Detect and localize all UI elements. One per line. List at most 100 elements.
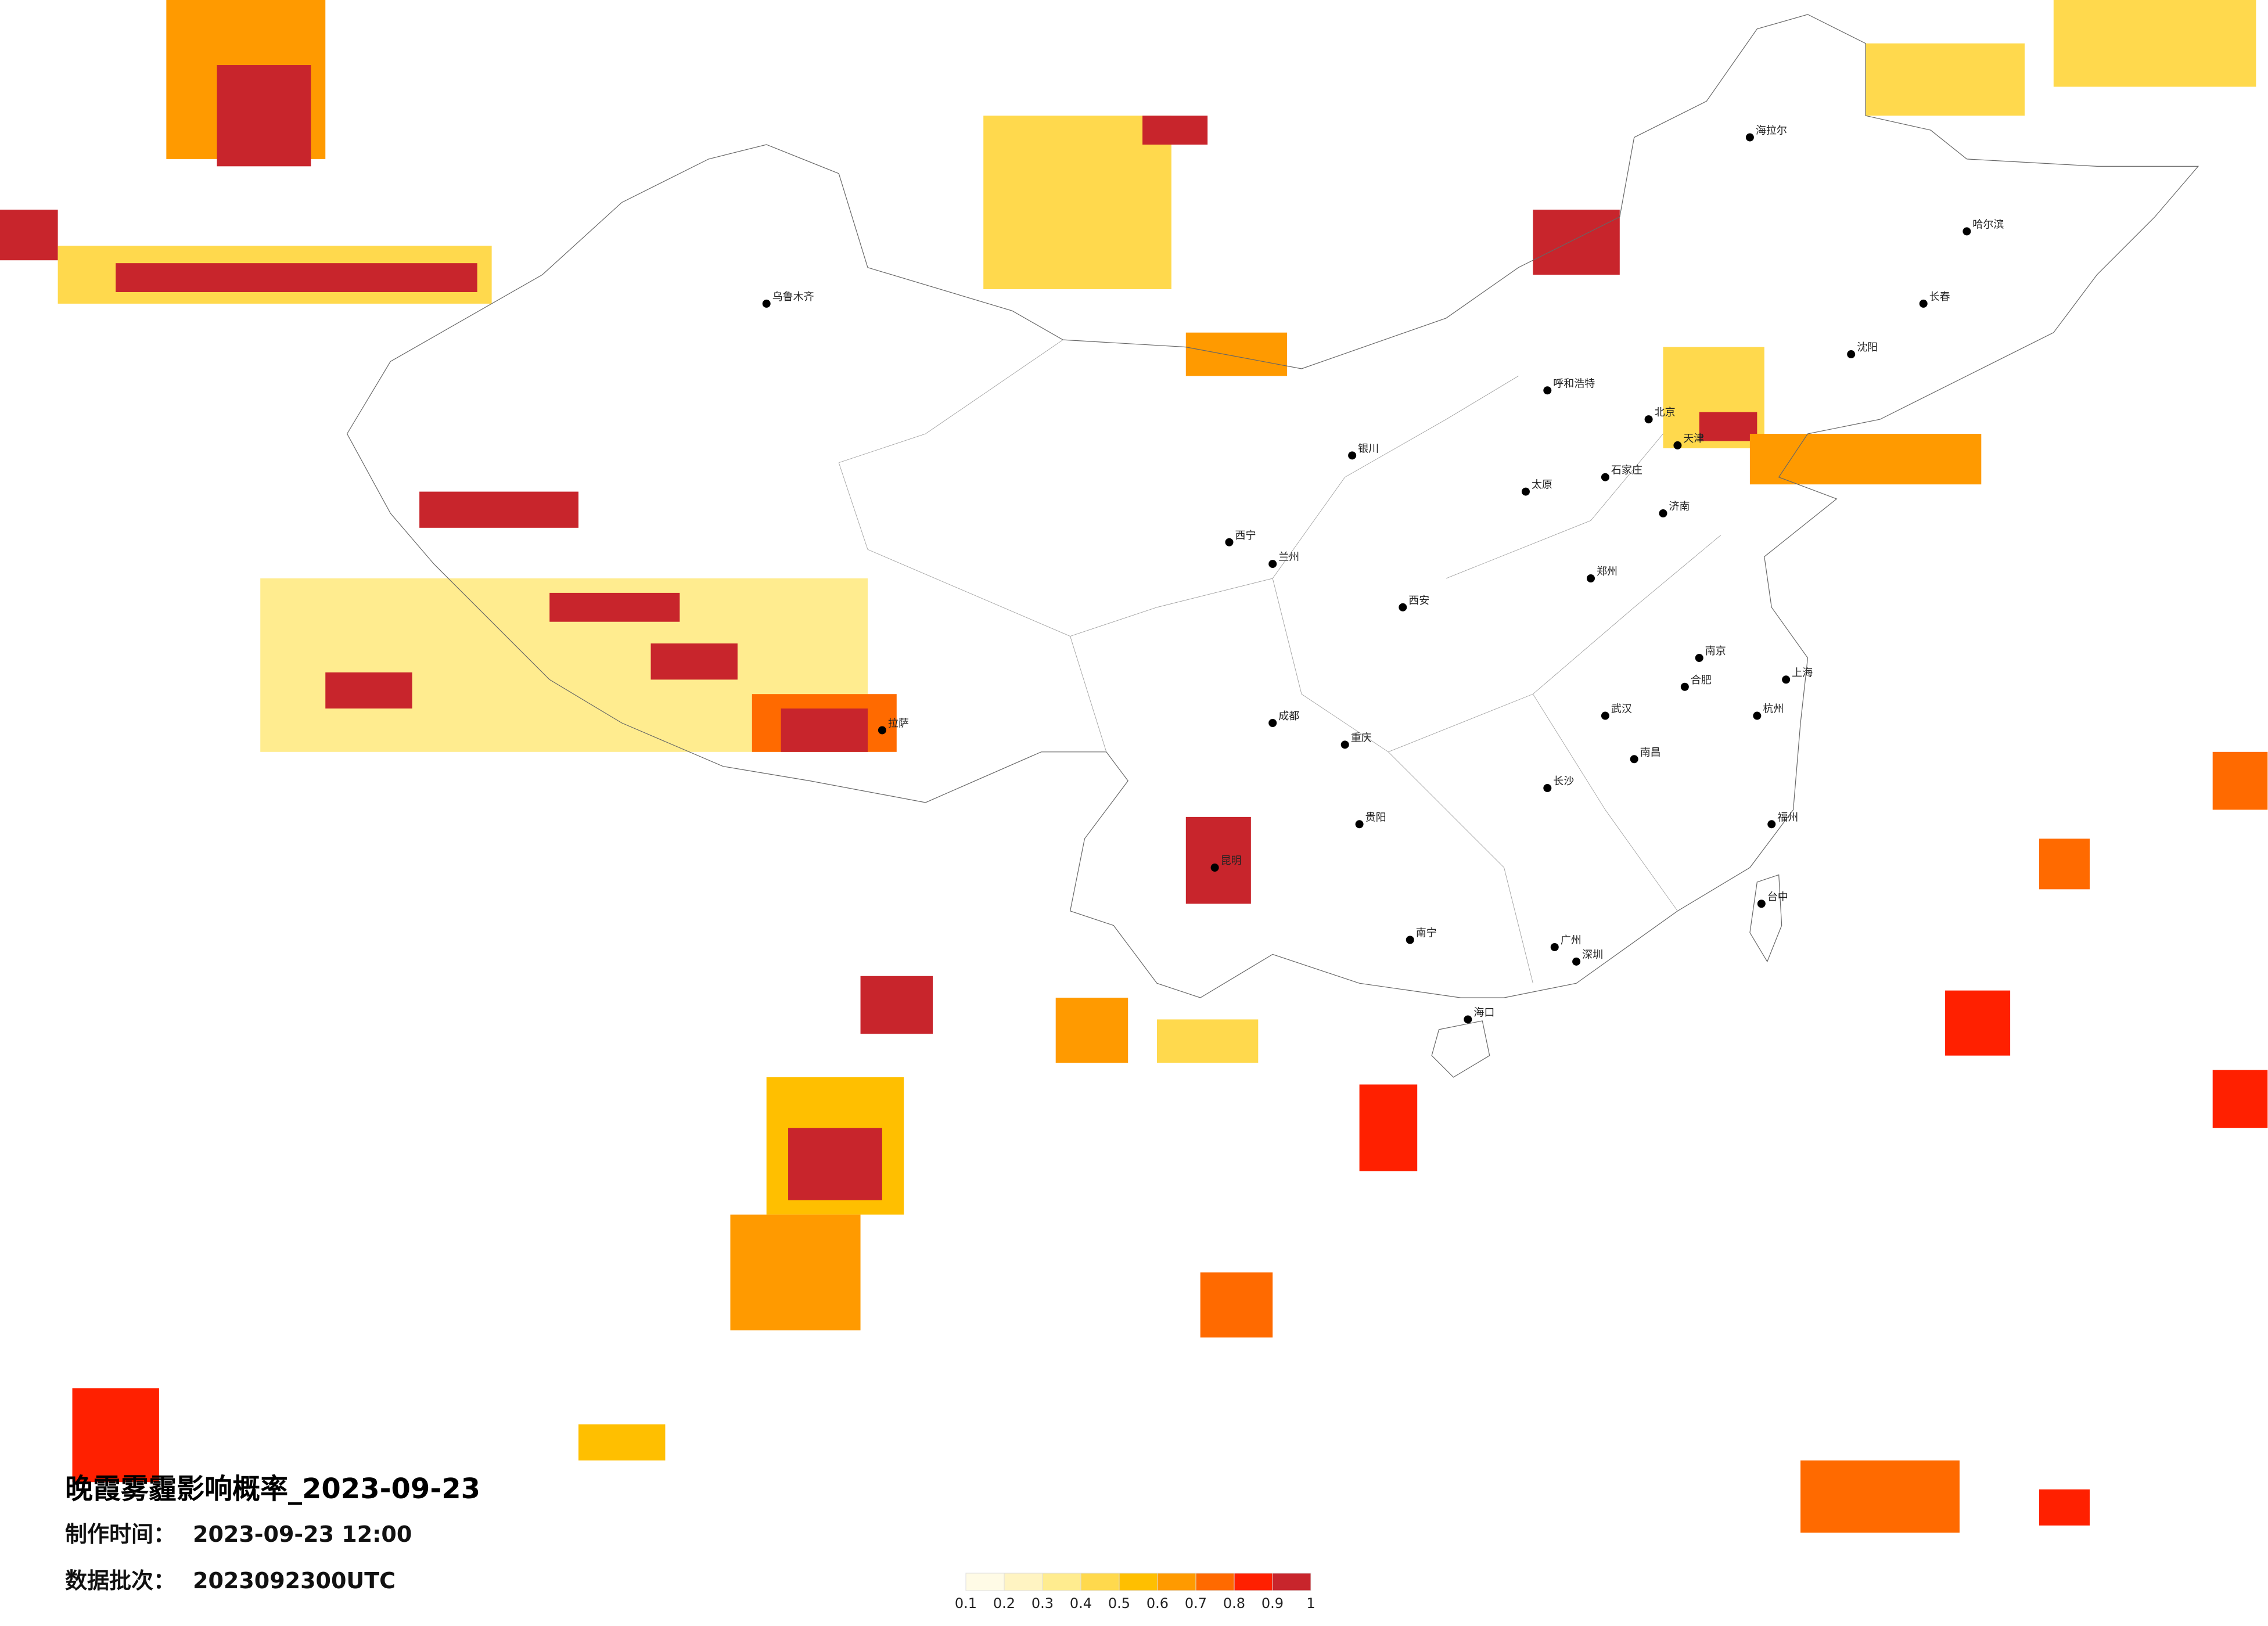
legend-swatch bbox=[965, 1573, 1005, 1591]
city-label: 沈阳 bbox=[1857, 341, 1878, 354]
legend-label: 0.8 bbox=[1223, 1595, 1245, 1611]
city-dot bbox=[878, 726, 886, 735]
city-dot bbox=[1919, 299, 1928, 308]
haze-patch bbox=[2039, 1489, 2090, 1526]
legend-swatch bbox=[1195, 1573, 1235, 1591]
city-label: 乌鲁木齐 bbox=[772, 291, 814, 303]
city-dot bbox=[1644, 415, 1653, 424]
city-dot bbox=[1695, 653, 1703, 662]
city-label: 南京 bbox=[1705, 645, 1726, 657]
haze-patch bbox=[549, 592, 680, 622]
haze-patch bbox=[1157, 1019, 1259, 1063]
batch-label: 数据批次： bbox=[65, 1568, 175, 1593]
legend-swatch bbox=[1157, 1573, 1196, 1591]
haze-patch bbox=[788, 1128, 882, 1200]
city-dot bbox=[1268, 560, 1277, 569]
haze-patch bbox=[650, 643, 738, 680]
city-dot bbox=[1757, 900, 1766, 908]
island-outline bbox=[1432, 875, 1782, 1077]
city-label: 武汉 bbox=[1611, 703, 1632, 715]
city-dot bbox=[1601, 711, 1609, 720]
haze-patch bbox=[2039, 839, 2090, 890]
city-dot bbox=[1340, 740, 1349, 749]
city-label: 海拉尔 bbox=[1756, 125, 1787, 137]
city-dot bbox=[1399, 603, 1407, 611]
haze-patch bbox=[1866, 43, 2025, 116]
haze-patch bbox=[1185, 332, 1288, 376]
city-label: 深圳 bbox=[1582, 949, 1603, 961]
city-label: 广州 bbox=[1561, 934, 1582, 947]
city-label: 福州 bbox=[1777, 811, 1798, 823]
legend-swatch bbox=[1004, 1573, 1043, 1591]
city-dot bbox=[1348, 451, 1357, 460]
haze-patch bbox=[781, 708, 868, 752]
city-dot bbox=[1587, 574, 1595, 582]
legend-swatch bbox=[1042, 1573, 1081, 1591]
city-dot bbox=[1210, 864, 1219, 872]
haze-patch bbox=[0, 210, 58, 261]
city-label: 南宁 bbox=[1416, 927, 1437, 940]
haze-patch bbox=[72, 1388, 159, 1483]
city-dot bbox=[1630, 755, 1638, 764]
haze-patch bbox=[1699, 412, 1757, 441]
city-label: 兰州 bbox=[1278, 551, 1299, 563]
city-label: 台中 bbox=[1767, 891, 1788, 903]
city-dot bbox=[1847, 350, 1856, 359]
haze-patch bbox=[2212, 1070, 2268, 1128]
haze-patch bbox=[217, 65, 311, 167]
legend-label: 0.5 bbox=[1108, 1595, 1130, 1611]
city-label: 杭州 bbox=[1763, 703, 1784, 715]
city-label: 贵阳 bbox=[1365, 811, 1386, 823]
city-label: 西安 bbox=[1408, 595, 1429, 607]
city-label: 成都 bbox=[1278, 710, 1299, 722]
legend-swatch bbox=[1234, 1573, 1273, 1591]
city-dot bbox=[1268, 719, 1277, 727]
province-borders bbox=[839, 340, 1721, 983]
city-dot bbox=[1601, 473, 1609, 481]
haze-patch bbox=[860, 976, 933, 1034]
legend-swatch bbox=[1119, 1573, 1158, 1591]
legend-label: 0.2 bbox=[993, 1595, 1015, 1611]
legend: 0.1 0.2 0.3 0.4 0.5 0.6 0.7 0.8 0.9 1 bbox=[955, 1573, 1315, 1611]
city-dot bbox=[1767, 820, 1776, 829]
city-dot bbox=[1406, 936, 1414, 944]
city-dot bbox=[1680, 682, 1689, 691]
country-outline bbox=[347, 15, 2198, 998]
legend-swatch bbox=[1080, 1573, 1120, 1591]
haze-patch bbox=[2212, 751, 2268, 810]
haze-patch bbox=[1200, 1272, 1273, 1338]
city-dot bbox=[1745, 133, 1754, 142]
city-label: 北京 bbox=[1655, 406, 1676, 419]
city-dot bbox=[1659, 509, 1667, 517]
city-label: 石家庄 bbox=[1611, 465, 1642, 477]
legend-label: 0.3 bbox=[1031, 1595, 1054, 1611]
legend-label: 0.7 bbox=[1185, 1595, 1207, 1611]
map-title: 晚霞雾霾影响概率_2023-09-23 bbox=[65, 1473, 480, 1505]
city-dot bbox=[1550, 942, 1559, 951]
city-dot bbox=[1355, 820, 1364, 829]
haze-patch bbox=[730, 1214, 861, 1330]
city-dot bbox=[1963, 227, 1971, 236]
city-label: 郑州 bbox=[1597, 566, 1618, 578]
city-dot bbox=[1753, 711, 1762, 720]
city-dot bbox=[762, 299, 771, 308]
city-label: 重庆 bbox=[1351, 732, 1372, 744]
haze-patch bbox=[578, 1424, 666, 1460]
city-label: 济南 bbox=[1669, 501, 1690, 513]
legend-label: 0.1 bbox=[955, 1595, 977, 1611]
city-dot bbox=[1543, 784, 1552, 793]
city-label: 呼和浩特 bbox=[1553, 377, 1595, 390]
city-dot bbox=[1464, 1015, 1472, 1024]
city-dot bbox=[1521, 487, 1530, 496]
legend-swatch bbox=[1272, 1573, 1311, 1591]
haze-patch bbox=[325, 672, 412, 709]
city-label: 昆明 bbox=[1221, 855, 1242, 867]
city-label: 拉萨 bbox=[888, 717, 909, 729]
city-dot bbox=[1673, 441, 1682, 449]
city-dot bbox=[1225, 538, 1234, 546]
city-label: 南昌 bbox=[1640, 746, 1661, 758]
city-label: 合肥 bbox=[1691, 674, 1712, 686]
haze-patch bbox=[1749, 434, 1982, 485]
